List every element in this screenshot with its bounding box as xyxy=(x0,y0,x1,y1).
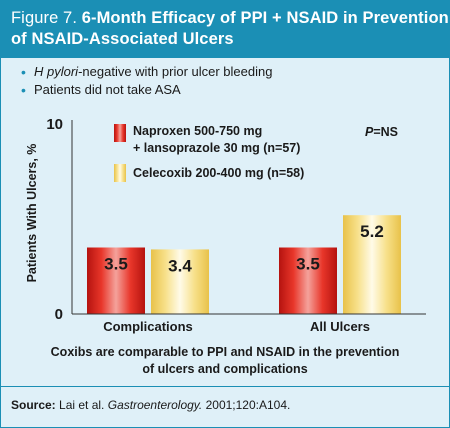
bar-chart: Patients With Ulcers, % 10 0 3.5 3.4 3.5 5.… xyxy=(25,116,426,334)
bullet-item: • Patients did not take ASA xyxy=(21,81,272,99)
source-journal: Gastroenterology. xyxy=(107,398,203,412)
bars-group: 3.5 3.4 3.5 5.2 xyxy=(87,215,401,314)
y-axis-label: Patients With Ulcers, % xyxy=(25,144,39,283)
legend-label-naproxen-line1: Naproxen 500-750 mg xyxy=(133,124,262,138)
p-value-annotation: P=NS xyxy=(365,125,398,139)
bar-value-label: 3.5 xyxy=(296,255,320,274)
bar-value-label: 3.5 xyxy=(104,255,128,274)
caption-line-1: Coxibs are comparable to PPI and NSAID i… xyxy=(50,345,400,359)
figure-label: Figure 7. xyxy=(11,9,78,27)
caption-line-2: of ulcers and complications xyxy=(142,362,308,376)
bullet-item: • H pylori-negative with prior ulcer ble… xyxy=(21,63,272,81)
x-category-label: All Ulcers xyxy=(310,319,370,334)
source-citation: Source: Lai et al. Gastroenterology. 200… xyxy=(11,398,290,412)
source-authors: Lai et al. xyxy=(59,398,105,412)
bullet-dot-icon: • xyxy=(21,64,26,80)
bar-celecoxib xyxy=(151,249,209,314)
legend-swatch-naproxen xyxy=(114,124,126,142)
legend-swatch-celecoxib xyxy=(114,164,126,182)
bar-naproxen xyxy=(87,247,145,314)
bullet-text: Patients did not take ASA xyxy=(34,82,181,97)
x-category-label: Complications xyxy=(103,319,193,334)
bullet-italic-text: H pylori xyxy=(34,64,79,79)
source-divider xyxy=(1,386,449,387)
bullet-text: -negative with prior ulcer bleeding xyxy=(78,64,273,79)
bullet-list: • H pylori-negative with prior ulcer ble… xyxy=(21,63,272,99)
source-label: Source: xyxy=(11,398,56,412)
bullet-dot-icon: • xyxy=(21,82,26,98)
figure-title-part1: 6-Month Efficacy of PPI + NSAID in Preve… xyxy=(81,9,449,27)
bar-value-label: 3.4 xyxy=(168,256,192,275)
source-citation-text: 2001;120:A104. xyxy=(205,398,291,412)
figure-title-line-1: Figure 7. 6-Month Efficacy of PPI + NSAI… xyxy=(11,8,449,28)
bar-celecoxib xyxy=(343,215,401,314)
p-value-italic: P xyxy=(365,125,374,139)
legend-label-naproxen-line2: + lansoprazole 30 mg (n=57) xyxy=(133,141,300,155)
p-value-text: =NS xyxy=(373,125,398,139)
figure-title-line-2: of NSAID-Associated Ulcers xyxy=(11,30,234,48)
y-tick-label: 0 xyxy=(55,306,63,323)
legend-label-celecoxib: Celecoxib 200-400 mg (n=58) xyxy=(133,166,304,180)
figure-title-bar: Figure 7. 6-Month Efficacy of PPI + NSAI… xyxy=(1,1,449,58)
figure-caption: Coxibs are comparable to PPI and NSAID i… xyxy=(1,344,449,378)
bar-value-label: 5.2 xyxy=(360,222,384,241)
bar-naproxen xyxy=(279,247,337,314)
y-tick-label: 10 xyxy=(46,116,63,133)
